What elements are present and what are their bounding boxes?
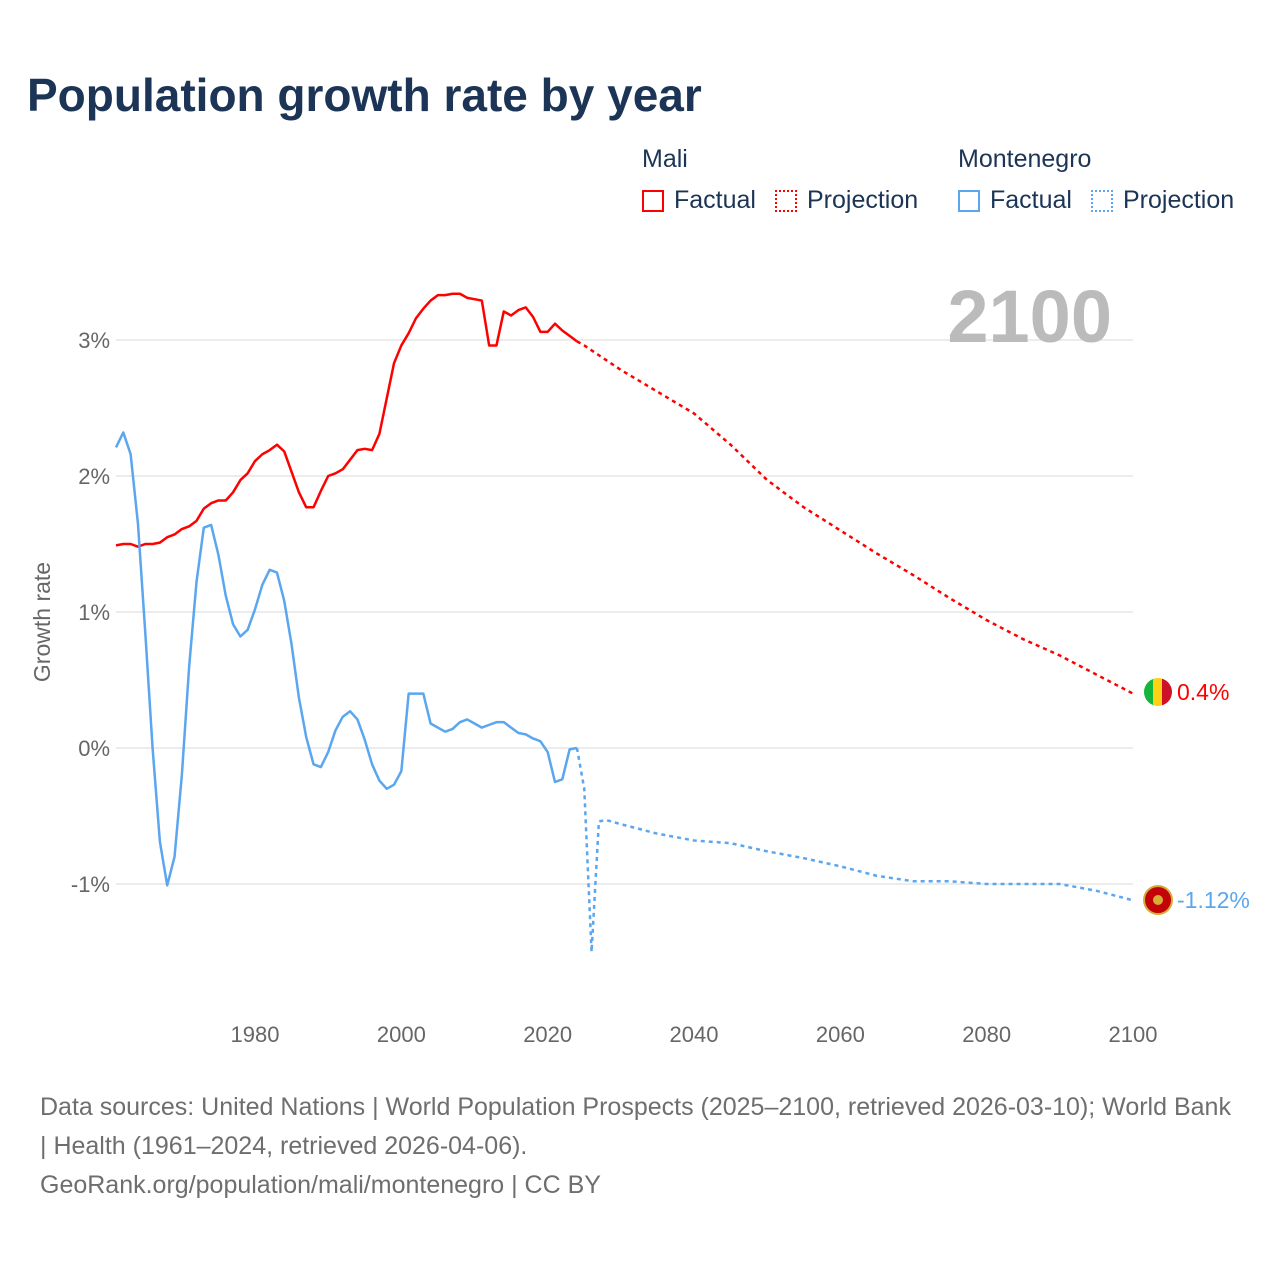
legend-label: Projection bbox=[807, 186, 919, 214]
dotted-swatch-icon bbox=[775, 189, 797, 212]
solid-swatch-icon bbox=[958, 189, 980, 212]
montenegro-end-label: -1.12% bbox=[1177, 887, 1250, 913]
source-link[interactable]: GeoRank.org/population/mali/montenegro |… bbox=[40, 1171, 601, 1199]
legend-label: Projection bbox=[1123, 186, 1235, 214]
montenegro-factual-line bbox=[114, 431, 578, 887]
x-tick-label: 2020 bbox=[523, 1022, 572, 1047]
legend-group-montenegro: Montenegro bbox=[958, 145, 1092, 173]
y-tick-label: 2% bbox=[78, 464, 110, 489]
legend-group-mali: Mali bbox=[642, 145, 688, 173]
y-axis-label: Growth rate bbox=[29, 562, 55, 682]
y-tick-label: 3% bbox=[78, 328, 110, 353]
x-tick-label: 2060 bbox=[816, 1022, 865, 1047]
y-tick-label: 1% bbox=[78, 600, 110, 625]
dotted-swatch-icon bbox=[1091, 189, 1113, 212]
y-tick-label: 0% bbox=[78, 736, 110, 761]
x-tick-label: 2000 bbox=[377, 1022, 426, 1047]
montenegro-flag-icon bbox=[1143, 885, 1173, 915]
chart-title: Population growth rate by year bbox=[27, 69, 702, 121]
mali-projection-line bbox=[576, 340, 1134, 695]
mali-flag-icon bbox=[1144, 678, 1172, 706]
mali-end-label: 0.4% bbox=[1177, 679, 1229, 705]
mali-factual-line bbox=[115, 292, 578, 548]
x-tick-label: 2040 bbox=[670, 1022, 719, 1047]
legend-montenegro-projection[interactable]: Projection bbox=[1091, 186, 1234, 215]
x-tick-label: 2080 bbox=[962, 1022, 1011, 1047]
x-tick-label: 1980 bbox=[231, 1022, 280, 1047]
source-note: Data sources: United Nations | World Pop… bbox=[40, 1088, 1240, 1205]
legend-montenegro-factual[interactable]: Factual bbox=[958, 186, 1072, 215]
legend-mali-factual[interactable]: Factual bbox=[642, 186, 756, 215]
legend-label: Factual bbox=[674, 186, 756, 214]
y-tick-label: -1% bbox=[71, 872, 110, 897]
legend-mali-projection[interactable]: Projection bbox=[775, 186, 918, 215]
montenegro-projection-line bbox=[575, 747, 1134, 953]
x-tick-label: 2100 bbox=[1109, 1022, 1158, 1047]
solid-swatch-icon bbox=[642, 189, 664, 212]
chart-area: 3%2%1%0%-1%1980 2000 2020 2040 2060 2080 2100 … bbox=[29, 275, 1250, 1047]
source-line: Data sources: United Nations | World Pop… bbox=[40, 1093, 1231, 1160]
year-watermark: 2100 bbox=[947, 275, 1112, 358]
legend-label: Factual bbox=[990, 186, 1072, 214]
